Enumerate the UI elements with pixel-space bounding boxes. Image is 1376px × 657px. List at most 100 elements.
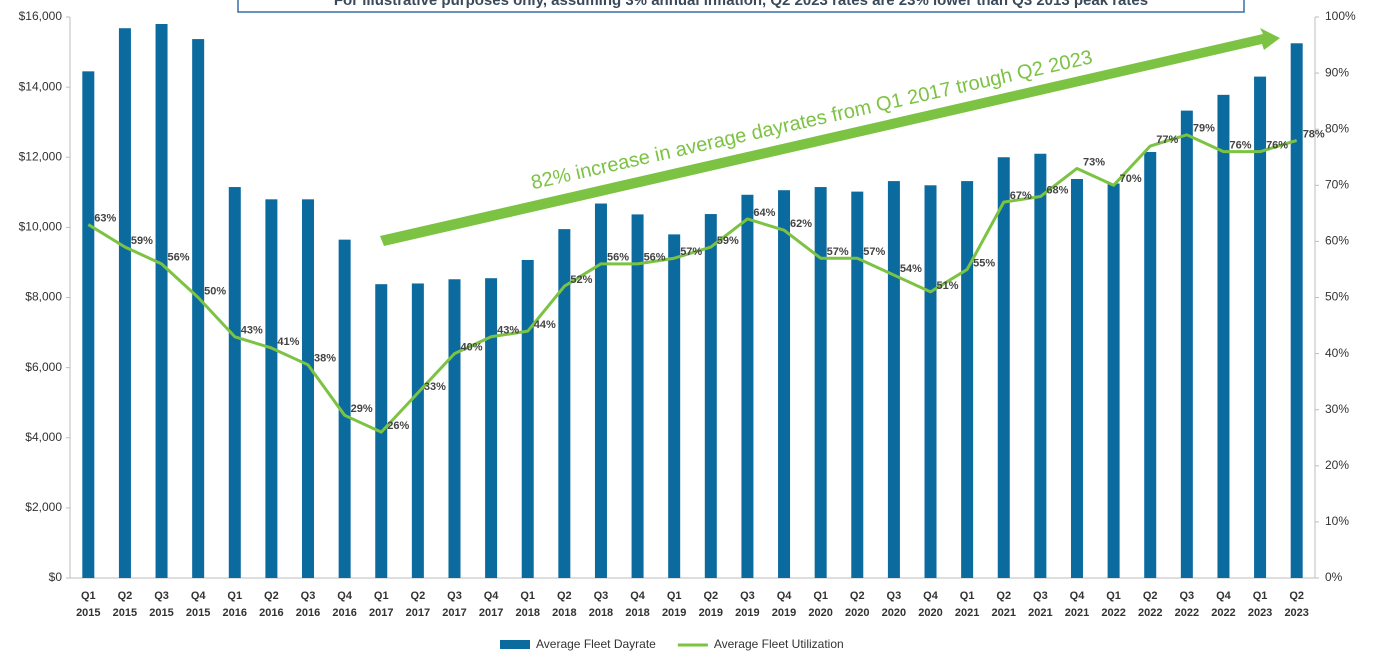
bar — [1290, 43, 1303, 578]
y-tick-label: $10,000 — [19, 220, 63, 234]
data-label: 44% — [534, 319, 556, 331]
bar — [704, 214, 717, 578]
bar — [1034, 153, 1047, 578]
x-tick-label: Q1 2017 — [369, 590, 393, 619]
data-label: 57% — [827, 246, 849, 258]
x-tick-label: Q2 2022 — [1138, 590, 1162, 619]
x-tick-label: Q1 2021 — [955, 590, 979, 619]
data-label: 56% — [644, 252, 666, 264]
y2-tick-label: 40% — [1325, 346, 1349, 360]
y-tick-label: $4,000 — [25, 430, 62, 444]
data-label: 40% — [460, 342, 482, 354]
data-label: 78% — [1303, 128, 1325, 140]
x-tick-label: Q1 2022 — [1101, 590, 1125, 619]
y-tick-label: $8,000 — [25, 290, 62, 304]
y2-tick-label: 90% — [1325, 65, 1349, 79]
y2-tick-label: 100% — [1325, 9, 1356, 23]
legend-label: Average Fleet Utilization — [714, 637, 844, 651]
y2-tick-label: 50% — [1325, 290, 1349, 304]
data-label: 57% — [863, 246, 885, 258]
y-tick-label: $0 — [49, 570, 63, 584]
data-label: 29% — [351, 403, 373, 415]
bar — [1180, 110, 1193, 578]
data-label: 79% — [1193, 123, 1215, 135]
data-label: 50% — [204, 285, 226, 297]
y-tick-label: $2,000 — [25, 500, 62, 514]
x-tick-label: Q3 2020 — [882, 590, 906, 619]
y2-tick-label: 10% — [1325, 514, 1349, 528]
y2-tick-label: 60% — [1325, 234, 1349, 248]
bar — [1070, 178, 1083, 578]
y-tick-label: $12,000 — [19, 149, 63, 163]
bar — [82, 71, 95, 579]
bar — [521, 259, 534, 578]
line — [87, 133, 1298, 434]
bar — [1144, 151, 1157, 578]
bar — [814, 187, 827, 578]
bar — [851, 191, 864, 578]
bar — [265, 199, 278, 578]
x-tick-label: Q2 2016 — [259, 590, 283, 619]
y-tick-label: $6,000 — [25, 360, 62, 374]
bar — [887, 181, 900, 578]
data-label: 68% — [1046, 184, 1068, 196]
data-label: 70% — [1120, 173, 1142, 185]
x-tick-label: Q3 2018 — [589, 590, 613, 619]
y-tick-label: $16,000 — [19, 9, 63, 23]
data-label: 59% — [717, 235, 739, 247]
x-tick-label: Q2 2020 — [845, 590, 869, 619]
x-tick-label: Q4 2018 — [625, 590, 649, 619]
x-tick-label: Q2 2023 — [1284, 590, 1308, 619]
bar — [228, 187, 241, 578]
data-label: 63% — [94, 212, 116, 224]
data-label: 26% — [387, 420, 409, 432]
x-tick-label: Q1 2020 — [808, 590, 832, 619]
x-tick-label: Q4 2015 — [186, 590, 210, 619]
bar — [411, 283, 424, 578]
data-label: 55% — [973, 257, 995, 269]
x-tick-label: Q2 2019 — [699, 590, 723, 619]
x-tick-label: Q3 2022 — [1175, 590, 1199, 619]
x-tick-label: Q1 2023 — [1248, 590, 1272, 619]
y2-tick-label: 30% — [1325, 402, 1349, 416]
x-tick-label: Q3 2016 — [296, 590, 320, 619]
data-label: 59% — [131, 235, 153, 247]
data-label: 54% — [900, 263, 922, 275]
data-label: 73% — [1083, 156, 1105, 168]
y-tick-label: $14,000 — [19, 79, 63, 93]
bar — [631, 214, 644, 579]
bar — [118, 28, 131, 579]
bar — [448, 279, 461, 578]
x-tick-label: Q4 2016 — [332, 590, 356, 619]
data-label: 64% — [753, 207, 775, 219]
data-label: 38% — [314, 353, 336, 365]
data-label: 51% — [937, 280, 959, 292]
bar — [741, 194, 754, 578]
data-label: 62% — [790, 218, 812, 230]
y2-tick-label: 80% — [1325, 121, 1349, 135]
bar — [558, 229, 571, 579]
trend-arrow — [380, 28, 1280, 246]
data-label: 43% — [241, 325, 263, 337]
data-label: 57% — [680, 246, 702, 258]
data-label: 56% — [168, 252, 190, 264]
x-tick-label: Q2 2015 — [113, 590, 137, 619]
legend-swatch — [500, 640, 530, 649]
x-tick-label: Q2 2018 — [552, 590, 576, 619]
bar — [961, 181, 974, 578]
x-tick-label: Q4 2020 — [918, 590, 942, 619]
data-label: 67% — [1010, 190, 1032, 202]
legend-label: Average Fleet Dayrate — [536, 637, 656, 651]
data-label: 77% — [1156, 134, 1178, 146]
bar — [338, 239, 351, 578]
bar — [1217, 94, 1230, 579]
annotation: 82% increase in average dayrates from Q1… — [529, 46, 1095, 194]
x-tick-label: Q3 2015 — [149, 590, 173, 619]
y2-tick-label: 20% — [1325, 458, 1349, 472]
bar — [924, 185, 937, 579]
x-tick-label: Q3 2021 — [1028, 590, 1052, 619]
x-tick-label: Q1 2015 — [76, 590, 100, 619]
x-tick-label: Q3 2017 — [442, 590, 466, 619]
bar — [155, 24, 168, 578]
